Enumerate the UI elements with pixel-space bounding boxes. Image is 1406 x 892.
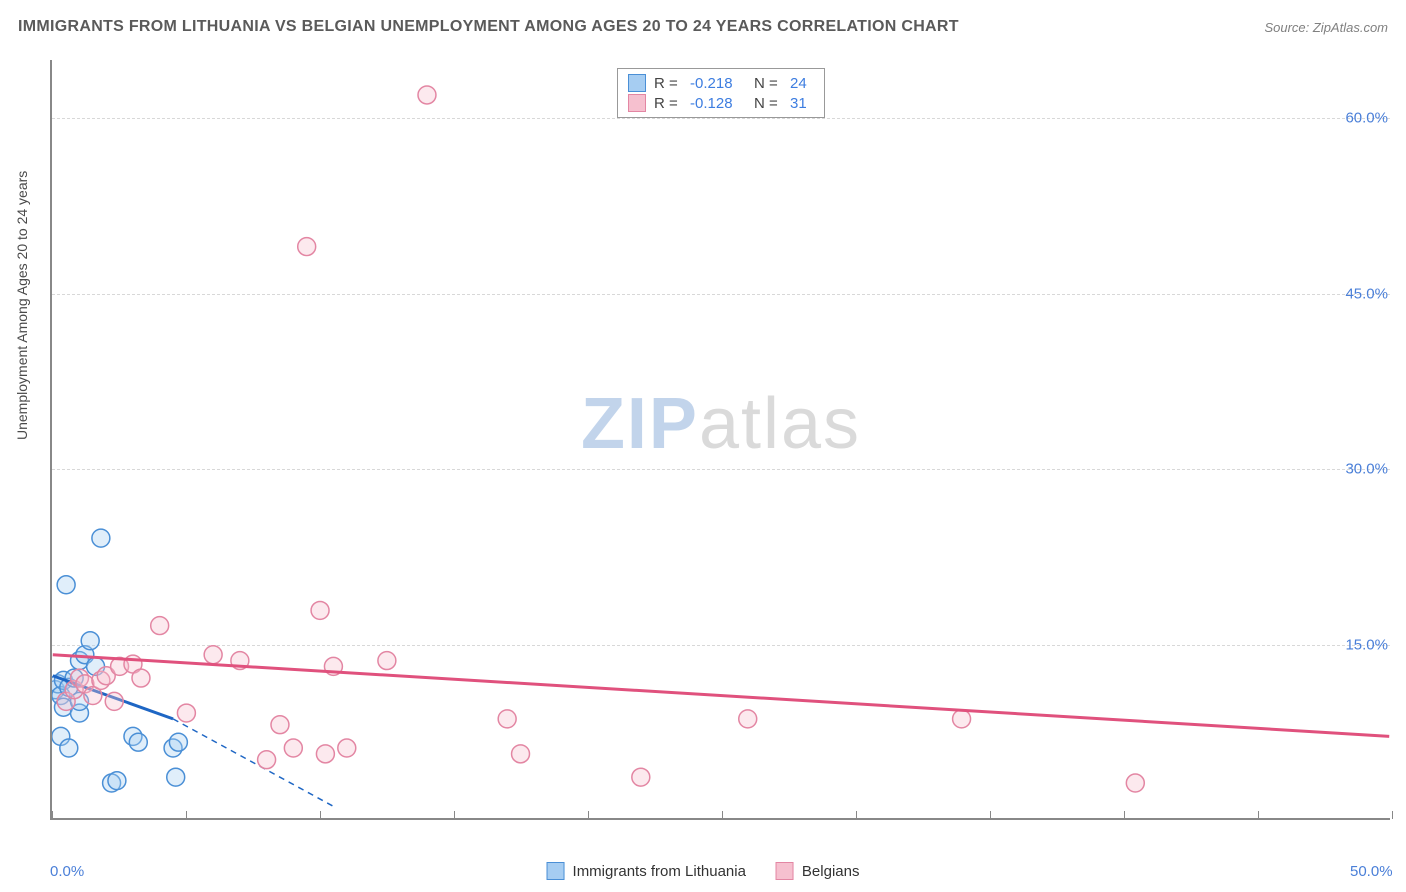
n-label: N = <box>754 75 782 92</box>
n-label: N = <box>754 95 782 112</box>
scatter-point <box>316 745 334 763</box>
scatter-point <box>92 529 110 547</box>
series-legend: Immigrants from Lithuania Belgians <box>547 862 860 880</box>
legend-swatch <box>628 94 646 112</box>
scatter-point <box>108 772 126 790</box>
scatter-point <box>271 716 289 734</box>
x-tick-label: 0.0% <box>50 863 84 880</box>
scatter-point <box>57 576 75 594</box>
scatter-point <box>338 739 356 757</box>
scatter-point <box>177 704 195 722</box>
legend-item: Belgians <box>776 862 860 880</box>
scatter-point <box>204 646 222 664</box>
trend-line <box>53 655 1389 737</box>
scatter-point <box>311 601 329 619</box>
source-label: Source: ZipAtlas.com <box>1264 20 1388 35</box>
scatter-point <box>105 692 123 710</box>
scatter-point <box>498 710 516 728</box>
legend-swatch <box>547 862 565 880</box>
scatter-point <box>632 768 650 786</box>
scatter-point <box>298 238 316 256</box>
chart-title: IMMIGRANTS FROM LITHUANIA VS BELGIAN UNE… <box>18 18 959 36</box>
scatter-point <box>378 652 396 670</box>
trend-line-dashed <box>173 719 333 806</box>
scatter-point <box>1126 774 1144 792</box>
scatter-point <box>953 710 971 728</box>
scatter-point <box>258 751 276 769</box>
legend-row: R = -0.128 N = 31 <box>628 93 814 113</box>
legend-swatch <box>776 862 794 880</box>
scatter-point <box>739 710 757 728</box>
r-value: -0.128 <box>690 95 746 112</box>
scatter-point <box>60 739 78 757</box>
legend-label: Immigrants from Lithuania <box>573 863 746 880</box>
plot-area: ZIPatlas R =-0.218N =24R =-0.128N =31 <box>50 60 1390 820</box>
correlation-legend: R = -0.218 N = 24 R = -0.128 N = 31 <box>617 68 825 118</box>
scatter-point <box>284 739 302 757</box>
scatter-point <box>151 617 169 635</box>
scatter-point <box>167 768 185 786</box>
scatter-point <box>512 745 530 763</box>
legend-row: R = -0.218 N = 24 <box>628 73 814 93</box>
scatter-point <box>418 86 436 104</box>
chart-svg <box>52 60 1390 818</box>
scatter-point <box>129 733 147 751</box>
r-label: R = <box>654 75 682 92</box>
r-value: -0.218 <box>690 75 746 92</box>
legend-swatch <box>628 74 646 92</box>
scatter-point <box>169 733 187 751</box>
x-tick-label: 50.0% <box>1350 863 1393 880</box>
legend-item: Immigrants from Lithuania <box>547 862 746 880</box>
scatter-point <box>81 632 99 650</box>
legend-label: Belgians <box>802 863 860 880</box>
r-label: R = <box>654 95 682 112</box>
x-tick <box>1392 811 1393 819</box>
n-value: 31 <box>790 95 814 112</box>
scatter-point <box>132 669 150 687</box>
y-axis-label: Unemployment Among Ages 20 to 24 years <box>14 171 30 440</box>
n-value: 24 <box>790 75 814 92</box>
